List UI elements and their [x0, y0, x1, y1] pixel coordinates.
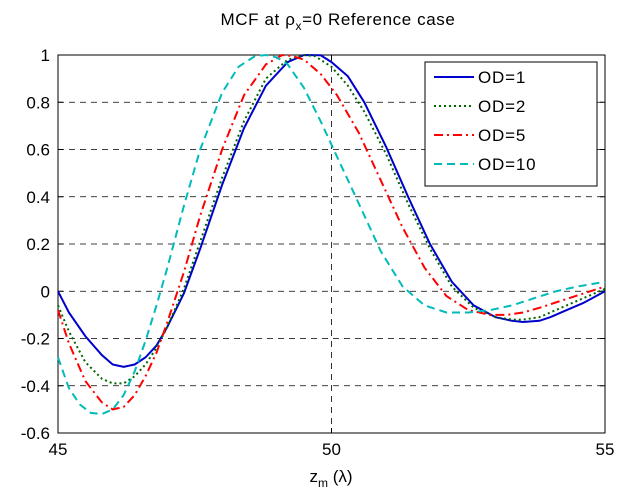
series-line-od5 — [57, 53, 606, 411]
legend-label-od5: OD=5 — [478, 126, 526, 145]
legend-label-od2: OD=2 — [478, 97, 526, 116]
chart-title-prefix: MCF at — [221, 10, 286, 29]
y-tick-label: 0.8 — [26, 93, 50, 112]
x-axis-label-subscript: m — [318, 476, 328, 490]
legend-label-od10: OD=10 — [478, 155, 536, 174]
y-tick-label: 0.2 — [26, 235, 50, 254]
series-line-od1 — [57, 53, 606, 368]
chart-title-suffix: =0 Reference case — [302, 10, 455, 29]
x-axis-label-suffix: (λ) — [328, 467, 353, 486]
y-tick-label: 1 — [41, 46, 50, 65]
series-line-od2 — [57, 53, 606, 385]
chart-title: MCF at ρx=0 Reference case — [221, 10, 456, 33]
series-lines — [57, 53, 606, 416]
x-tick-label: 50 — [322, 440, 341, 459]
y-tick-label: 0.6 — [26, 141, 50, 160]
legend-label-od1: OD=1 — [478, 68, 526, 87]
y-tick-label: 0 — [41, 282, 50, 301]
y-tick-label: -0.2 — [21, 330, 50, 349]
legend-box — [424, 61, 598, 187]
y-tick-label: -0.6 — [21, 424, 50, 443]
legend: OD=1 OD=2 OD=5 OD=10 — [424, 61, 598, 187]
x-axis-label: zm (λ) — [309, 467, 352, 490]
chart-title-subscript: x — [295, 19, 302, 33]
y-tick-label: 0.4 — [26, 188, 50, 207]
series-line-od10 — [57, 53, 606, 416]
x-tick-label: 55 — [596, 440, 615, 459]
chart-title-symbol: ρ — [285, 10, 295, 29]
x-tick-label: 45 — [49, 440, 68, 459]
x-axis-label-main: z — [309, 467, 318, 486]
axis-ticks: -0.6 -0.4 -0.2 0 0.2 0.4 0.6 0.8 1 45 50 55 — [21, 46, 615, 459]
y-tick-label: -0.4 — [21, 377, 50, 396]
